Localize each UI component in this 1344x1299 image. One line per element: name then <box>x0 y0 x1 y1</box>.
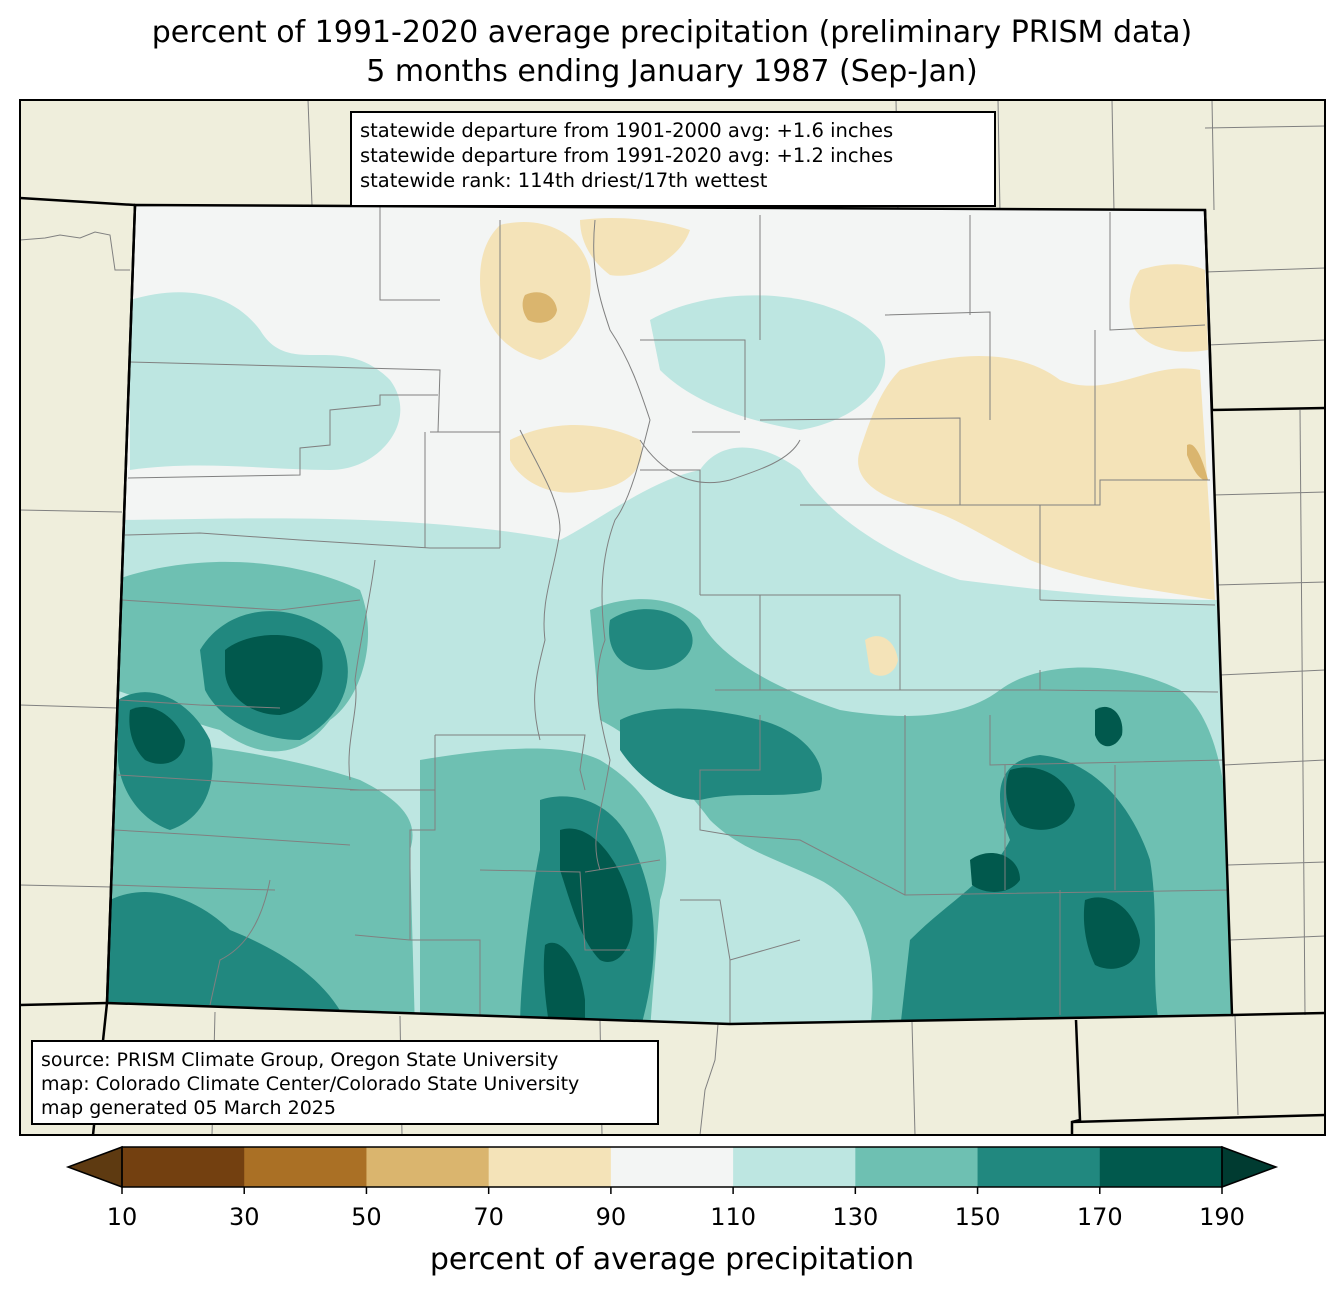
state-borders <box>20 196 1325 1135</box>
colorbar-tick-label: 150 <box>954 1203 1001 1231</box>
colorbar-bin <box>977 1147 1101 1187</box>
source-box: source: PRISM Climate Group, Oregon Stat… <box>31 1040 659 1125</box>
stats-line-3: statewide rank: 114th driest/17th wettes… <box>360 169 768 192</box>
precipitation-field <box>107 205 1232 1024</box>
colorbar <box>65 1145 1279 1194</box>
colorbar-tick-label: 50 <box>351 1203 382 1231</box>
colorbar-tick-label: 170 <box>1076 1203 1123 1231</box>
colorbar-outline <box>121 1146 1223 1188</box>
colorbar-bin <box>855 1147 979 1187</box>
colorbar-bin <box>733 1147 856 1187</box>
stats-line-1: statewide departure from 1901-2000 avg: … <box>360 119 894 142</box>
county-lines <box>111 205 1231 1024</box>
colorbar-bin <box>488 1147 612 1187</box>
source-line-2: map: Colorado Climate Center/Colorado St… <box>41 1073 580 1095</box>
colorbar-bin <box>122 1147 245 1187</box>
map-title-line-2: 5 months ending January 1987 (Sep-Jan) <box>366 54 978 89</box>
stats-line-2: statewide departure from 1991-2020 avg: … <box>360 144 894 167</box>
colorbar-under-arrow <box>65 1145 123 1189</box>
source-line-3: map generated 05 March 2025 <box>41 1097 336 1119</box>
colorbar-bin <box>244 1147 367 1187</box>
map-title-line-1: percent of 1991-2020 average precipitati… <box>151 15 1193 50</box>
colorbar-bin <box>1099 1147 1223 1187</box>
map-frame <box>19 99 1326 1136</box>
colorbar-tick-label: 130 <box>832 1203 879 1231</box>
colorbar-tick-label: 10 <box>106 1203 138 1231</box>
colorbar-bin <box>610 1147 734 1187</box>
colorbar-tick-label: 90 <box>595 1203 627 1231</box>
colorbar-over-arrow <box>1221 1145 1279 1189</box>
statewide-stats-box: statewide departure from 1901-2000 avg: … <box>350 111 996 207</box>
colorbar-tick-label: 30 <box>228 1203 260 1231</box>
source-line-1: source: PRISM Climate Group, Oregon Stat… <box>41 1049 559 1071</box>
colorbar-tick-label: 70 <box>473 1203 504 1231</box>
colorbar-tick-label: 190 <box>1199 1203 1245 1231</box>
colorbar-label: percent of average precipitation <box>429 1242 915 1277</box>
colorbar-bin <box>366 1147 490 1187</box>
colorbar-tick-label: 110 <box>710 1203 757 1231</box>
